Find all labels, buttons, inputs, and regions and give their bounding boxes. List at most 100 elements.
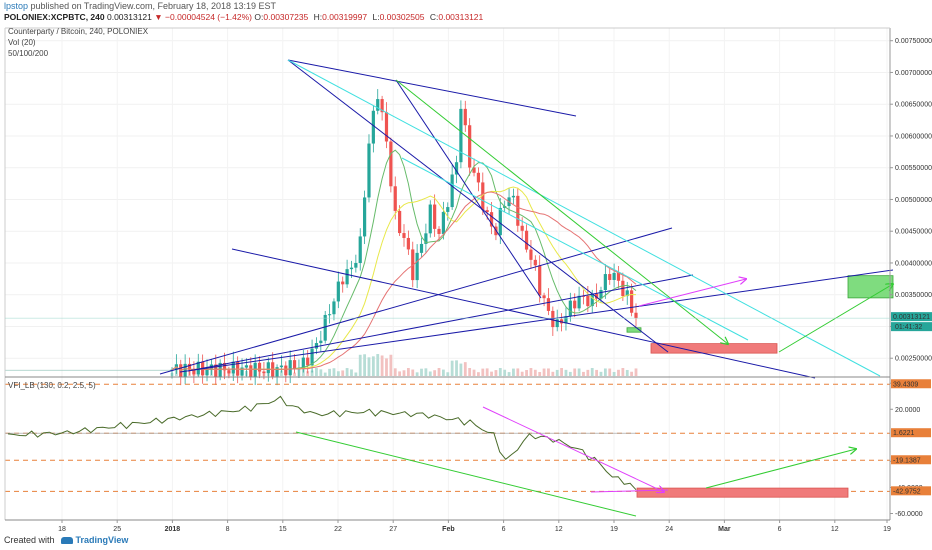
candle-body	[214, 364, 218, 377]
green-arrow-target	[395, 79, 728, 344]
price-tick-label: 0.00250000	[895, 356, 932, 363]
volume-bar	[538, 371, 542, 376]
candle-body	[437, 228, 441, 234]
candle-body	[380, 99, 384, 113]
candle-body	[538, 265, 542, 296]
candle-body	[498, 207, 502, 236]
candle-body	[595, 293, 599, 299]
candle-body	[323, 314, 327, 341]
trendline-second-down	[395, 79, 542, 299]
candle-body	[341, 281, 345, 285]
candle-body	[406, 237, 410, 250]
candle-body	[310, 348, 314, 366]
tradingview-brand[interactable]: TradingView	[75, 535, 129, 545]
volume-bar	[625, 369, 629, 376]
candle-body	[520, 225, 524, 231]
candle-body	[345, 269, 349, 285]
volume-bar	[437, 368, 441, 376]
candle-body	[612, 272, 616, 280]
last-price-label: 0.00313121	[893, 314, 930, 321]
candle-body	[358, 236, 362, 263]
volume-bar	[533, 369, 537, 376]
price-tick-label: 0.00350000	[895, 292, 932, 299]
volume-bar	[389, 354, 393, 376]
vfi-tick-label: 20.0000	[895, 407, 920, 414]
candle-body	[581, 295, 586, 297]
publish-header: lpstop published on TradingView.com, Feb…	[4, 1, 276, 11]
volume-bar	[350, 369, 353, 376]
quote-header: POLONIEX:XCPBTC, 240 0.00313121 ▼ −0.000…	[4, 12, 486, 22]
volume-bar	[617, 369, 620, 376]
price-tick-label: 0.00450000	[895, 229, 932, 236]
candle-body	[568, 300, 572, 317]
candle-body	[371, 110, 375, 144]
volume-bar	[590, 368, 594, 376]
time-tick-label: Mar	[718, 526, 731, 533]
vfi-level-label: -19.1387	[893, 457, 921, 464]
candle-body	[625, 290, 629, 297]
candle-body	[306, 357, 310, 366]
candle-body	[257, 362, 262, 372]
trendline-rising-upper	[159, 227, 673, 375]
volume-bar	[490, 371, 493, 376]
volume-bar	[420, 368, 423, 376]
volume-bar	[472, 369, 476, 376]
vfi-tick-label: -60.0000	[895, 511, 923, 518]
candle-body	[577, 295, 581, 309]
vfi-level-tag	[891, 486, 931, 496]
volume-bar	[393, 368, 397, 376]
volume-bar	[595, 369, 599, 376]
vfi-level-label: 39.4309	[893, 381, 918, 388]
candle-body	[231, 361, 235, 374]
close-label: C:	[429, 12, 439, 22]
volume-bar	[433, 370, 437, 376]
close-value: 0.00313121	[438, 12, 484, 22]
price-tick-label: 0.00650000	[895, 102, 932, 109]
volume-bar	[560, 368, 563, 376]
volume-bar	[547, 368, 550, 376]
volume-bar	[446, 372, 450, 376]
candles	[5, 89, 638, 386]
candle-body	[419, 243, 424, 253]
green-target-top-box	[847, 275, 894, 299]
volume-bar	[310, 370, 314, 376]
trendline-top-upper	[287, 59, 577, 117]
time-tick-label: 27	[389, 526, 397, 533]
candle-body	[415, 252, 419, 281]
candle-body	[279, 365, 284, 368]
volume-bar	[621, 368, 625, 376]
volume-bar	[634, 368, 638, 376]
candle-body	[288, 360, 292, 376]
published-text: published on TradingView.com, February 1…	[30, 1, 277, 11]
author-link[interactable]: lpstop	[4, 1, 29, 11]
time-tick-label: 25	[113, 526, 121, 533]
axes: 0.00750000 0.00700000 0.00650000 0.00600000…	[4, 27, 932, 533]
volume-bar	[507, 372, 511, 376]
volume-bar	[599, 371, 603, 376]
candle-body	[376, 99, 380, 111]
candle-body	[608, 274, 612, 280]
volume-bar	[358, 354, 362, 376]
vfi-level-tag	[891, 379, 931, 389]
time-tick-label: 2018	[165, 526, 181, 533]
candle-body	[218, 362, 222, 377]
low-value: 0.00302505	[379, 12, 425, 22]
candle-body	[249, 365, 253, 377]
candle-body	[564, 316, 568, 324]
volume-bar	[385, 358, 388, 376]
volume-bar	[494, 370, 498, 376]
candle-body	[266, 362, 270, 374]
volume-bar	[582, 371, 585, 376]
volume-bar	[380, 355, 384, 376]
candle-body	[546, 298, 551, 311]
tradingview-logo-icon	[60, 537, 73, 545]
candle-body	[446, 207, 450, 212]
vfi-red-target-box	[636, 487, 849, 498]
price-chart[interactable]: 40.000020.0000-20.0000-40.0000-60.000039…	[0, 22, 932, 534]
candle-body	[489, 212, 494, 227]
time-tick-label: 12	[555, 526, 563, 533]
vfi-magenta-arrow	[482, 406, 664, 492]
candle-body	[314, 343, 319, 349]
footer: Created with TradingView	[4, 535, 128, 545]
vfi-level-label: -42.9752	[893, 488, 921, 495]
